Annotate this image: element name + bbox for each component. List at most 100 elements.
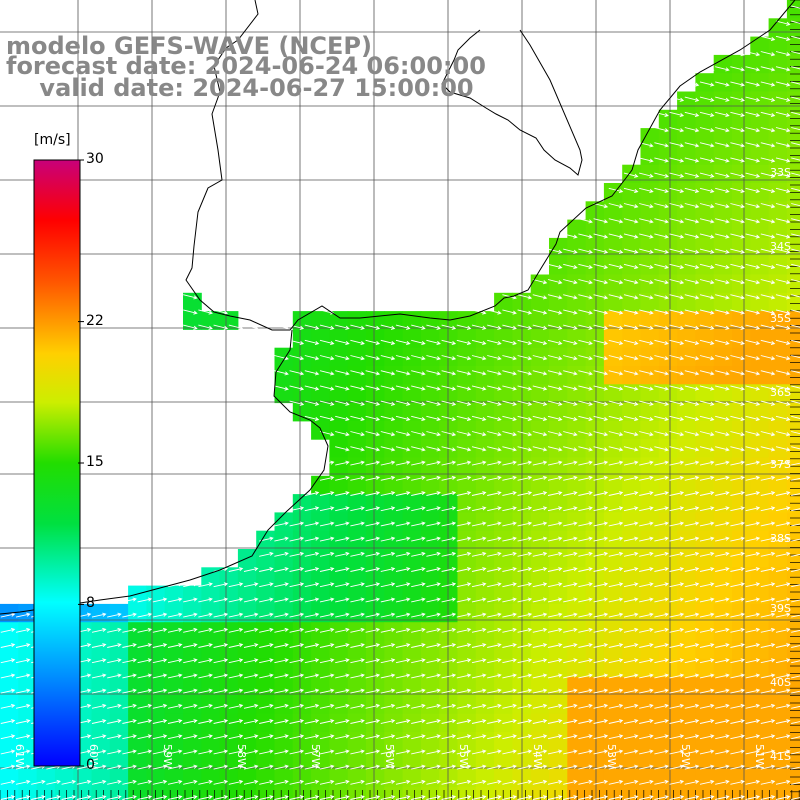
wind-cell bbox=[585, 750, 605, 770]
wind-arrow bbox=[699, 111, 715, 118]
wind-arrow bbox=[684, 643, 700, 648]
wind-arrow bbox=[745, 460, 761, 466]
wind-arrow bbox=[699, 415, 715, 422]
wind-arrow bbox=[593, 309, 609, 315]
wind-arrow bbox=[578, 506, 593, 512]
wind-arrow bbox=[380, 688, 396, 694]
wind-cell bbox=[786, 640, 800, 660]
wind-arrow bbox=[639, 612, 654, 618]
wind-arrow bbox=[775, 567, 791, 572]
wind-cell bbox=[658, 603, 678, 623]
wind-arrow bbox=[791, 751, 800, 755]
wind-cell bbox=[677, 475, 696, 495]
wind-cell bbox=[732, 439, 751, 458]
wind-arrow bbox=[259, 795, 274, 800]
wind-arrow bbox=[15, 643, 31, 648]
wind-arrow bbox=[31, 795, 46, 800]
wind-arrow bbox=[578, 279, 593, 285]
wind-arrow bbox=[593, 779, 609, 785]
wind-arrow bbox=[350, 415, 365, 422]
wind-arrow bbox=[319, 582, 335, 588]
wind-arrow bbox=[137, 764, 153, 770]
wind-arrow bbox=[198, 688, 213, 694]
wind-cell bbox=[713, 530, 733, 550]
wind-cell bbox=[732, 329, 751, 349]
wind-arrow bbox=[699, 446, 715, 452]
wind-arrow bbox=[775, 233, 791, 239]
wind-cell bbox=[219, 750, 239, 770]
wind-arrow bbox=[213, 324, 229, 330]
wind-arrow bbox=[274, 658, 289, 664]
wind-arrow bbox=[593, 491, 609, 496]
wind-arrow bbox=[183, 309, 198, 315]
wind-arrow bbox=[532, 597, 548, 603]
wind-arrow bbox=[791, 415, 800, 419]
wind-arrow bbox=[563, 703, 578, 709]
wind-cell bbox=[347, 366, 367, 385]
wind-arrow bbox=[563, 446, 578, 452]
wind-arrow bbox=[745, 612, 761, 618]
wind-cell bbox=[420, 603, 440, 623]
wind-cell bbox=[274, 713, 294, 733]
wind-arrow bbox=[213, 643, 229, 648]
wind-arrow bbox=[654, 142, 669, 148]
wind-arrow bbox=[699, 536, 715, 542]
wind-arrow bbox=[563, 460, 578, 466]
wind-arrow bbox=[730, 764, 745, 770]
wind-arrow bbox=[623, 551, 639, 557]
wind-arrow bbox=[699, 475, 715, 481]
wind-arrow bbox=[502, 309, 517, 315]
wind-cell bbox=[677, 768, 696, 788]
wind-cell bbox=[164, 640, 184, 660]
wind-arrow bbox=[517, 719, 533, 724]
wind-arrow bbox=[350, 734, 365, 740]
wind-cell bbox=[786, 201, 800, 221]
wind-cell bbox=[585, 384, 605, 404]
wind-arrow bbox=[487, 779, 502, 785]
wind-arrow bbox=[547, 370, 563, 376]
wind-arrow bbox=[715, 460, 730, 466]
wind-arrow bbox=[654, 475, 669, 481]
wind-cell bbox=[640, 622, 660, 641]
wind-arrow bbox=[639, 673, 654, 679]
wind-arrow bbox=[775, 431, 791, 437]
wind-cell bbox=[732, 567, 751, 587]
wind-arrow bbox=[532, 475, 548, 481]
wind-cell bbox=[384, 603, 404, 623]
wind-arrow bbox=[517, 324, 533, 330]
wind-cell bbox=[183, 677, 202, 696]
wind-arrow bbox=[137, 643, 153, 648]
wind-cell bbox=[347, 677, 367, 696]
wind-arrow bbox=[304, 355, 320, 361]
wind-arrow bbox=[335, 749, 350, 755]
wind-arrow bbox=[593, 233, 609, 239]
wind-arrow bbox=[775, 415, 791, 422]
wind-arrow bbox=[730, 203, 745, 209]
wind-arrow bbox=[760, 658, 776, 664]
wind-arrow bbox=[593, 400, 609, 406]
wind-cell bbox=[494, 549, 513, 568]
wind-cell bbox=[494, 475, 513, 495]
wind-cell bbox=[402, 567, 422, 587]
wind-arrow bbox=[0, 673, 16, 679]
wind-cell bbox=[768, 274, 788, 294]
wind-arrow bbox=[608, 203, 624, 209]
wind-arrow bbox=[791, 584, 800, 588]
wind-cell bbox=[585, 768, 605, 788]
wind-arrow bbox=[730, 385, 745, 391]
wind-arrow bbox=[608, 749, 624, 755]
wind-cell bbox=[256, 677, 275, 696]
wind-arrow bbox=[699, 506, 715, 512]
wind-cell bbox=[494, 512, 513, 532]
wind-cell bbox=[347, 494, 367, 513]
wind-arrow bbox=[350, 795, 365, 800]
wind-arrow bbox=[198, 612, 213, 618]
wind-cell bbox=[475, 658, 495, 678]
wind-cell bbox=[732, 494, 751, 513]
wind-arrow bbox=[623, 506, 639, 512]
wind-cell bbox=[658, 311, 678, 330]
wind-arrow bbox=[350, 475, 365, 481]
wind-arrow bbox=[791, 309, 800, 313]
wind-arrow bbox=[441, 475, 457, 481]
wind-cell bbox=[549, 549, 568, 568]
